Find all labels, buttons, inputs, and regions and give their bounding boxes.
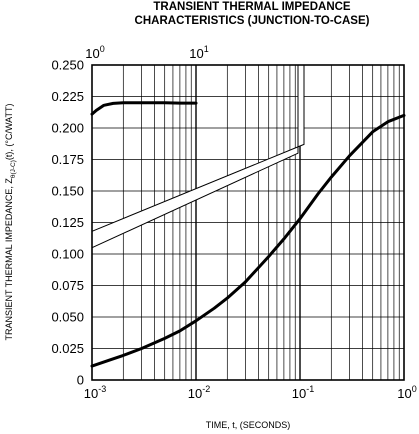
y-tick-label: 0.225 xyxy=(51,89,84,104)
top-tick-label-base: 10 xyxy=(189,46,203,61)
scale-break-band xyxy=(91,64,305,249)
y-tick-label: 0.250 xyxy=(51,58,84,73)
x-axis-label: TIME, t, (SECONDS) xyxy=(206,420,291,430)
x-tick-label-base: 10 xyxy=(397,386,411,401)
series-line-2 xyxy=(90,101,198,116)
x-tick-label: 10-3 xyxy=(84,384,106,401)
y-axis-label-tail: (t), (°C/WATT) xyxy=(4,103,14,160)
y-axis-label-subscript: θ(J-C) xyxy=(10,160,17,178)
y-tick-label: 0.075 xyxy=(51,278,84,293)
x-tick-label-base: 10 xyxy=(84,386,98,401)
top-tick-label: 100 xyxy=(85,44,104,61)
x-tick-label-base: 10 xyxy=(188,386,202,401)
x-tick-label-base: 10 xyxy=(292,386,306,401)
series-layer xyxy=(90,101,406,368)
x-tick-label: 10-2 xyxy=(188,384,210,401)
y-tick-label: 0.200 xyxy=(51,121,84,136)
y-tick-label: 0.125 xyxy=(51,215,84,230)
top-tick-label-exponent: 1 xyxy=(204,44,209,54)
y-tick-label: 0.175 xyxy=(51,152,84,167)
series-line-1 xyxy=(90,113,406,368)
x-tick-label: 100 xyxy=(397,384,416,401)
top-tick-label-exponent: 0 xyxy=(100,44,105,54)
chart-title-line-1: TRANSIENT THERMAL IMPEDANCE xyxy=(153,1,351,13)
y-tick-label: 0.150 xyxy=(51,184,84,199)
chart-title: TRANSIENT THERMAL IMPEDANCE CHARACTERIST… xyxy=(92,0,412,28)
x-tick-label-exponent: -3 xyxy=(98,384,106,394)
x-tick-label-exponent: 0 xyxy=(412,384,417,394)
top-tick-label-base: 10 xyxy=(85,46,99,61)
y-axis-label: TRANSIENT THERMAL IMPEDANCE, Zθ(J-C)(t),… xyxy=(4,103,17,340)
chart-title-line-2: CHARACTERISTICS (JUNCTION-TO-CASE) xyxy=(134,15,370,27)
y-tick-label: 0.050 xyxy=(51,310,84,325)
top-tick-label: 101 xyxy=(189,44,208,61)
y-tick-label: 0 xyxy=(77,373,84,388)
y-tick-labels: 0 0.025 0.050 0.075 0.100 0.125 0.150 0.175 0.20… xyxy=(51,58,84,388)
plot-frame xyxy=(91,64,405,381)
x-tick-label: 10-1 xyxy=(292,384,314,401)
scale-break-band xyxy=(91,64,305,249)
y-axis-label-main: TRANSIENT THERMAL IMPEDANCE, Z xyxy=(4,178,14,341)
y-tick-label: 0.025 xyxy=(51,341,84,356)
top-tick-labels: 100 101 xyxy=(85,44,208,61)
x-tick-labels: 10-3 10-2 10-1 100 xyxy=(84,384,417,401)
x-tick-label-exponent: -1 xyxy=(306,384,314,394)
x-tick-label-exponent: -2 xyxy=(202,384,210,394)
y-tick-label: 0.100 xyxy=(51,247,84,262)
